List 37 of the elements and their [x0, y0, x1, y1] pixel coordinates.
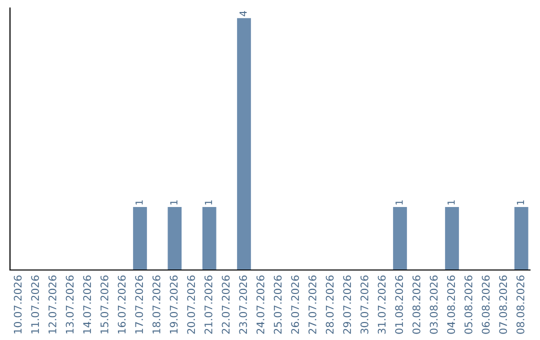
x-tick-label: 28.07.2026 [326, 276, 334, 334]
x-tick-label: 11.07.2026 [31, 276, 40, 334]
x-tick-label: 27.07.2026 [308, 276, 316, 334]
x-tick-label: 06.08.2026 [482, 276, 490, 334]
x-tick-label: 04.08.2026 [447, 276, 456, 334]
x-tick-label: 05.08.2026 [464, 276, 472, 334]
x-tick-label: 14.07.2026 [83, 276, 92, 334]
x-tick-label: 01.08.2026 [395, 276, 404, 334]
data-label: 1 [170, 200, 178, 205]
x-tick-label: 02.08.2026 [412, 276, 420, 334]
x-tick-label: 26.07.2026 [291, 276, 300, 334]
data-label: 1 [448, 200, 455, 205]
x-tick-label: 18.07.2026 [152, 276, 160, 334]
x-tick-label: 30.07.2026 [360, 276, 368, 334]
x-tick-label: 10.07.2026 [14, 276, 22, 334]
x-tick-label: 08.08.2026 [516, 276, 524, 334]
x-tick-label: 21.07.2026 [204, 276, 212, 334]
x-tick-label: 19.07.2026 [170, 276, 178, 334]
x-tick-label: 03.08.2026 [430, 276, 438, 334]
x-tick-label: 15.07.2026 [100, 276, 108, 334]
x-tick-label: 20.07.2026 [187, 276, 196, 334]
data-label: 1 [204, 200, 212, 205]
x-tick-label: 25.07.2026 [274, 276, 282, 334]
data-label: 1 [396, 200, 403, 205]
x-tick-label: 29.07.2026 [343, 276, 352, 334]
data-label: 1 [136, 200, 143, 205]
data-label: 4 [240, 11, 247, 16]
x-tick-label: 17.07.2026 [135, 276, 144, 334]
x-tick-label: 07.08.2026 [499, 276, 508, 334]
x-tick-label: 22.07.2026 [222, 276, 230, 334]
x-tick-label: 13.07.2026 [66, 276, 74, 334]
x-tick-label: 12.07.2026 [48, 276, 56, 334]
x-tick-label: 23.07.2026 [239, 276, 248, 334]
x-tick-label: 31.07.2026 [378, 276, 386, 334]
data-label: 1 [516, 200, 524, 205]
x-tick-label: 24.07.2026 [256, 276, 264, 334]
x-tick-label: 16.07.2026 [118, 276, 126, 334]
